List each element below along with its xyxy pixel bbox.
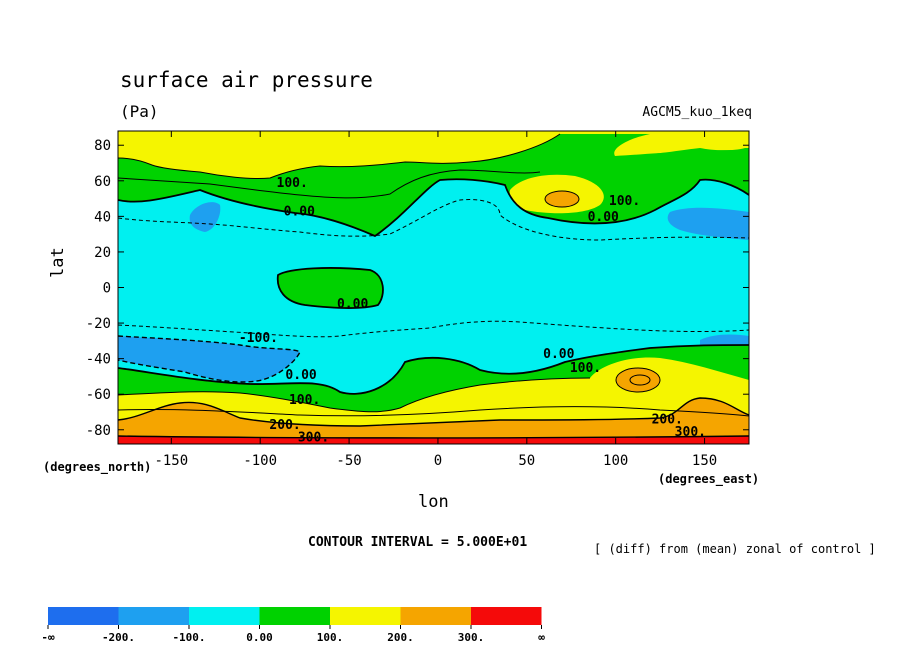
- contour-label-7: 100.: [570, 361, 601, 376]
- contour-50-north: [118, 169, 541, 199]
- legend-swatch-1: [118, 607, 189, 625]
- legend-swatch-2: [189, 607, 260, 625]
- contour-equator-zero: [276, 267, 384, 309]
- fill-green-north-east: [615, 150, 749, 178]
- y-tick-label-6: -40: [86, 352, 111, 368]
- legend-swatch-5: [400, 607, 471, 625]
- legend-label-7: ∞: [538, 631, 545, 644]
- contour-label-4: 0.00: [337, 297, 368, 312]
- fill-orange-north-blob: [545, 191, 579, 207]
- legend-swatch-3: [259, 607, 330, 625]
- y-tick-label-2: 40: [94, 209, 111, 225]
- contour-100-south: [118, 377, 591, 413]
- x-tick-label-2: -50: [336, 453, 361, 469]
- x-tick-label-6: 150: [692, 453, 717, 469]
- x-tick-label-3: 0: [434, 453, 442, 469]
- legend-label-1: -200.: [102, 631, 135, 644]
- x-axis-units-note: (degrees_east): [658, 472, 760, 486]
- y-tick-label-1: 60: [94, 174, 111, 190]
- chart-title: surface air pressure: [120, 68, 373, 92]
- contour-zero-north: [118, 178, 749, 238]
- diff-description: [ (diff) from (mean) zonal of control ]: [594, 542, 876, 556]
- x-tick-label-1: -100: [243, 453, 277, 469]
- legend-label-6: 300.: [458, 631, 485, 644]
- contour-label-9: 100.: [289, 393, 320, 408]
- fill-orange-south-blob: [616, 368, 660, 392]
- y-tick-label-7: -60: [86, 387, 111, 403]
- fill-orange-south: [118, 398, 749, 444]
- contour-label-5: -100.: [239, 331, 278, 346]
- contour-100-north: [118, 133, 561, 180]
- legend-label-3: 0.00: [246, 631, 273, 644]
- legend-label-5: 200.: [387, 631, 414, 644]
- x-tick-label-5: 100: [603, 453, 628, 469]
- legend-swatch-6: [471, 607, 542, 625]
- contour-200-south: [118, 397, 749, 427]
- contour-label-13: 300.: [675, 425, 706, 440]
- contour-lines: [118, 133, 749, 439]
- legend-label-4: 100.: [317, 631, 344, 644]
- contour-inner-south-blob: [629, 374, 651, 386]
- contour-minus100-south: [118, 335, 301, 383]
- chart-units: (Pa): [120, 102, 159, 121]
- x-tick-label-4: 50: [518, 453, 535, 469]
- fill-green-equator: [277, 267, 383, 309]
- contour-minus50-south: [118, 320, 749, 338]
- y-tick-label-5: -20: [86, 316, 111, 332]
- contour-orange-south-blob: [615, 367, 661, 393]
- contour-label-3: 0.00: [588, 210, 619, 225]
- axes-layer: -150 -100 -50 0 50 100 150 80 60 40 20 0 -20 -40 -60 -8…: [86, 131, 749, 469]
- y-tick-label-4: 0: [103, 281, 111, 297]
- contour-labels-layer: 100.0.00100.0.000.00-100.0.00100.0.00100…: [239, 176, 706, 445]
- y-axis-units-note: (degrees_north): [43, 460, 152, 474]
- contour-zero-south: [118, 344, 749, 395]
- legend-layer: -∞ -200. -100. 0.00 100. 200. 300. ∞: [41, 607, 545, 644]
- contour-300-south: [118, 435, 749, 439]
- contour-label-2: 100.: [609, 194, 640, 209]
- x-tick-label-0: -150: [154, 453, 188, 469]
- fill-blue-north-east: [667, 207, 749, 240]
- legend-swatch-0: [48, 607, 119, 625]
- contour-interval-label: CONTOUR INTERVAL = 5.000E+01: [308, 535, 528, 550]
- contour-label-10: 200.: [269, 418, 300, 433]
- legend-label-0: -∞: [41, 631, 55, 644]
- contour-label-12: 200.: [652, 413, 683, 428]
- legend-label-2: -100.: [172, 631, 205, 644]
- contour-label-1: 0.00: [284, 205, 315, 220]
- legend-swatch-4: [330, 607, 401, 625]
- contour-label-0: 100.: [277, 176, 308, 191]
- contour-label-6: 0.00: [543, 347, 574, 362]
- contour-minus50-north: [118, 199, 749, 241]
- contour-label-11: 300.: [298, 430, 329, 445]
- y-tick-label-8: -80: [86, 423, 111, 439]
- contour-fills: [118, 131, 749, 444]
- x-axis-title: lon: [418, 492, 449, 512]
- contour-label-8: 0.00: [285, 368, 316, 383]
- y-tick-label-3: 20: [94, 245, 111, 261]
- y-tick-label-0: 80: [94, 138, 111, 154]
- fill-yellow-north: [118, 131, 749, 179]
- contour-orange-north-blob: [544, 190, 580, 208]
- contour-150-south: [118, 406, 749, 417]
- model-label: AGCM5_kuo_1keq: [642, 105, 752, 120]
